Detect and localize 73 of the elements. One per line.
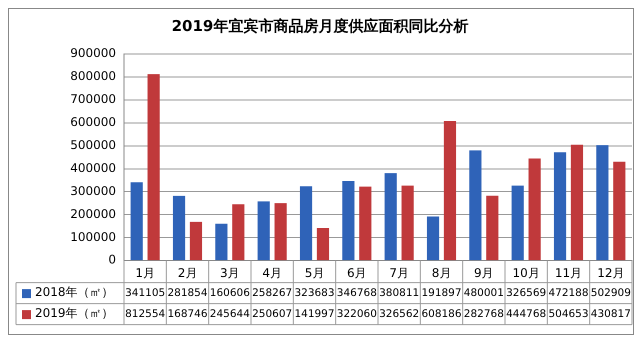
data-label: 191897 — [421, 286, 462, 299]
bar — [528, 158, 541, 260]
data-label: 380811 — [379, 286, 420, 299]
bar — [342, 181, 354, 260]
data-label: 502909 — [590, 286, 631, 299]
x-tick-label: 9月 — [474, 266, 494, 280]
bar — [232, 204, 244, 260]
data-label: 480001 — [464, 286, 504, 299]
x-tick-label: 6月 — [347, 266, 367, 280]
bar — [359, 186, 372, 260]
bar — [613, 162, 626, 260]
data-label: 812554 — [125, 308, 166, 320]
x-tick-label: 7月 — [389, 266, 409, 280]
data-label: 322060 — [336, 308, 377, 320]
y-tick-label: 900000 — [70, 46, 116, 60]
bar — [190, 222, 202, 260]
y-tick-label: 0 — [108, 252, 116, 267]
bar — [596, 145, 608, 260]
data-label: 168746 — [167, 308, 208, 320]
data-label: 326562 — [379, 308, 420, 320]
x-tick-label: 10月 — [512, 266, 540, 280]
x-tick-label: 12月 — [597, 266, 624, 280]
data-label: 258267 — [252, 286, 292, 299]
y-tick-label: 300000 — [70, 184, 116, 198]
bar — [570, 144, 584, 260]
x-tick-label: 8月 — [432, 266, 452, 280]
y-tick-label: 200000 — [70, 206, 116, 221]
y-tick-label: 100000 — [70, 230, 116, 244]
x-tick-label: 11月 — [554, 266, 582, 280]
data-label: 341105 — [125, 286, 166, 299]
data-label: 282768 — [464, 308, 504, 320]
x-tick-label: 5月 — [304, 266, 324, 280]
bar — [554, 152, 566, 260]
bar — [469, 150, 482, 260]
x-tick-label: 4月 — [262, 266, 282, 280]
data-label: 323683 — [294, 286, 335, 299]
data-label: 160606 — [210, 286, 250, 299]
bar — [130, 182, 143, 260]
data-label: 245644 — [210, 308, 250, 320]
data-label: 504653 — [548, 308, 589, 320]
bar — [426, 216, 440, 260]
data-label: 430817 — [590, 308, 631, 320]
data-label: 608186 — [421, 308, 462, 320]
bar — [215, 224, 228, 260]
x-tick-label: 1月 — [135, 266, 155, 280]
y-tick-label: 500000 — [70, 138, 116, 152]
bar — [274, 203, 287, 260]
bar — [316, 228, 330, 260]
legend-label: 2019年（㎡） — [35, 306, 114, 320]
data-label: 141997 — [294, 308, 335, 320]
data-label: 281854 — [167, 286, 208, 299]
data-label: 326569 — [506, 286, 546, 299]
bar — [148, 74, 160, 260]
data-label: 250607 — [252, 308, 292, 320]
bar — [402, 186, 414, 260]
x-tick-label: 3月 — [220, 266, 240, 280]
data-label: 346768 — [336, 286, 377, 299]
bar — [172, 196, 186, 260]
bar — [512, 186, 524, 260]
bar — [486, 196, 498, 260]
chart-title: 2019年宜宾市商品房月度供应面积同比分析 — [172, 16, 468, 35]
bar — [444, 120, 456, 260]
y-tick-label: 600000 — [70, 114, 116, 129]
y-tick-label: 400000 — [70, 160, 116, 175]
data-label: 472188 — [548, 286, 589, 299]
y-tick-label: 800000 — [70, 69, 116, 84]
bar — [258, 201, 270, 260]
y-tick-label: 700000 — [70, 92, 116, 106]
legend-label: 2018年（㎡） — [35, 285, 114, 300]
bar — [300, 186, 312, 260]
bar — [384, 173, 397, 260]
data-label: 444768 — [506, 308, 546, 320]
x-tick-label: 2月 — [178, 266, 198, 280]
